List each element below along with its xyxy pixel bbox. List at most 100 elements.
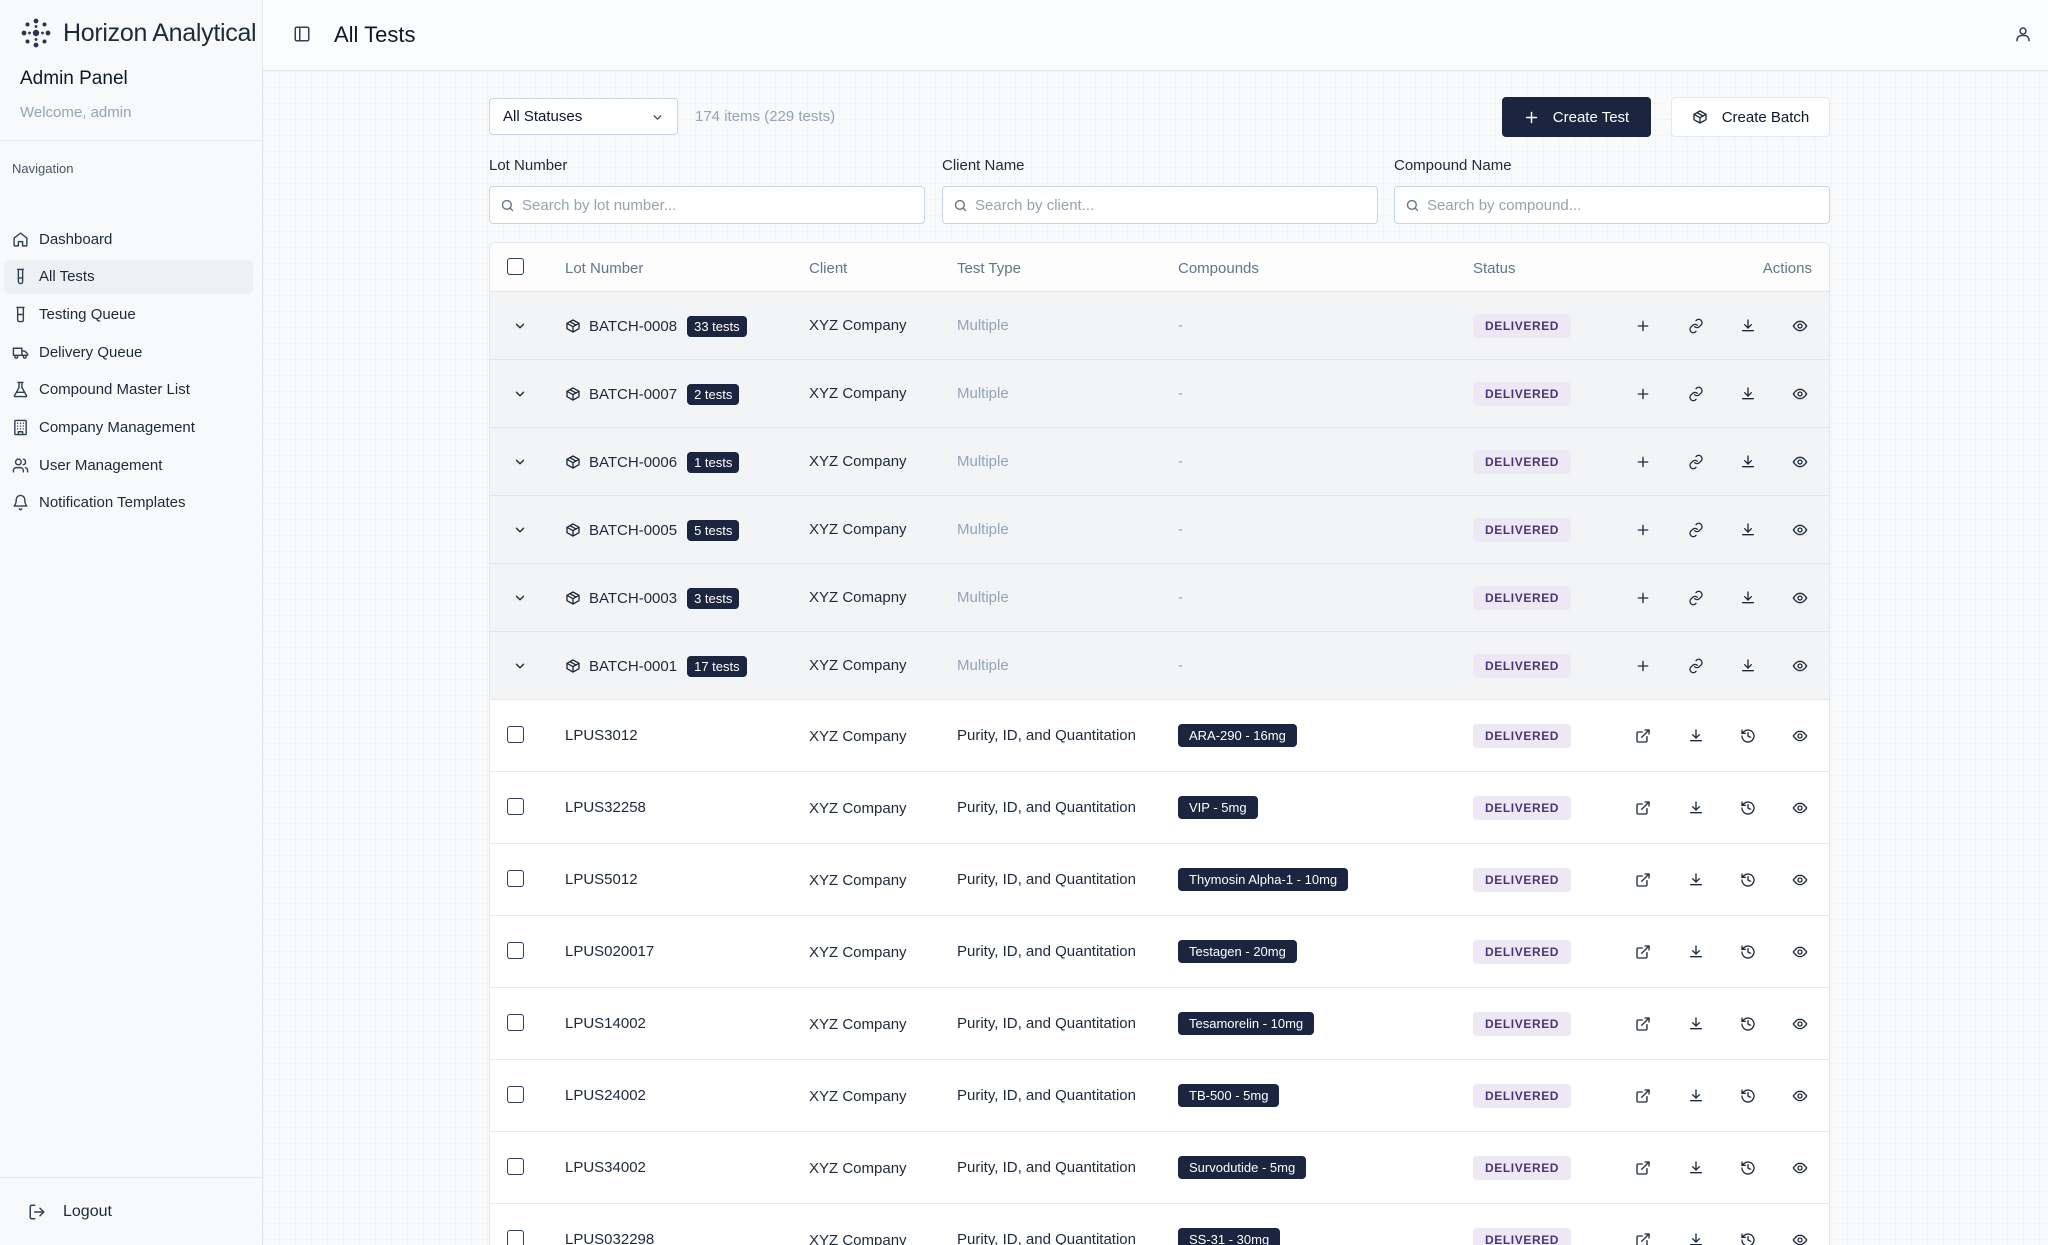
view-icon[interactable] — [1792, 944, 1808, 960]
row-checkbox[interactable] — [507, 798, 524, 815]
sidebar-item-dashboard[interactable]: Dashboard — [4, 222, 253, 256]
table-row[interactable]: LPUS24002 XYZ Company Purity, ID, and Qu… — [490, 1060, 1829, 1132]
open-external-icon[interactable] — [1635, 728, 1651, 744]
view-icon[interactable] — [1792, 872, 1808, 888]
view-icon[interactable] — [1792, 522, 1808, 538]
open-external-icon[interactable] — [1635, 1160, 1651, 1176]
column-header-status[interactable]: Status — [1473, 260, 1516, 277]
logout-button[interactable]: Logout — [28, 1203, 112, 1221]
batch-row[interactable]: BATCH-0007 2 tests XYZ Company Multiple … — [490, 360, 1829, 428]
batch-row[interactable]: BATCH-0003 3 tests XYZ Comapny Multiple … — [490, 564, 1829, 632]
client-search-field[interactable] — [942, 186, 1378, 224]
batch-row[interactable]: BATCH-0001 17 tests XYZ Company Multiple… — [490, 632, 1829, 700]
column-header-lot[interactable]: Lot Number — [565, 260, 644, 277]
chevron-down-icon[interactable] — [513, 387, 527, 401]
sidebar-item-compound-master-list[interactable]: Compound Master List — [4, 373, 253, 407]
column-header-test-type[interactable]: Test Type — [957, 260, 1021, 277]
table-row[interactable]: LPUS5012 XYZ Company Purity, ID, and Qua… — [490, 844, 1829, 916]
view-icon[interactable] — [1792, 658, 1808, 674]
lot-search-input[interactable] — [522, 196, 924, 214]
sidebar-item-delivery-queue[interactable]: Delivery Queue — [4, 335, 253, 369]
batch-row[interactable]: BATCH-0008 33 tests XYZ Company Multiple… — [490, 292, 1829, 360]
view-icon[interactable] — [1792, 454, 1808, 470]
link-icon[interactable] — [1688, 318, 1704, 334]
row-checkbox[interactable] — [507, 1086, 524, 1103]
download-icon[interactable] — [1688, 872, 1704, 888]
view-icon[interactable] — [1792, 1160, 1808, 1176]
chevron-down-icon[interactable] — [513, 455, 527, 469]
add-test-icon[interactable] — [1635, 522, 1651, 538]
lot-number-cell[interactable]: LPUS24002 — [565, 1087, 646, 1104]
status-filter-select[interactable]: All Statuses — [489, 98, 678, 135]
download-icon[interactable] — [1740, 522, 1756, 538]
download-icon[interactable] — [1740, 318, 1756, 334]
link-icon[interactable] — [1688, 590, 1704, 606]
lot-number-cell[interactable]: LPUS020017 — [565, 943, 655, 960]
view-icon[interactable] — [1792, 590, 1808, 606]
table-row[interactable]: LPUS14002 XYZ Company Purity, ID, and Qu… — [490, 988, 1829, 1060]
lot-number-cell[interactable]: LPUS032298 — [565, 1231, 655, 1245]
add-test-icon[interactable] — [1635, 658, 1651, 674]
link-icon[interactable] — [1688, 522, 1704, 538]
table-row[interactable]: LPUS020017 XYZ Company Purity, ID, and Q… — [490, 916, 1829, 988]
add-test-icon[interactable] — [1635, 318, 1651, 334]
lot-number-cell[interactable]: LPUS14002 — [565, 1015, 646, 1032]
sidebar-item-testing-queue[interactable]: Testing Queue — [4, 297, 253, 331]
sidebar-item-all-tests[interactable]: All Tests — [4, 259, 253, 294]
add-test-icon[interactable] — [1635, 454, 1651, 470]
lot-number-cell[interactable]: LPUS34002 — [565, 1159, 646, 1176]
download-icon[interactable] — [1688, 1160, 1704, 1176]
sidebar-toggle-icon[interactable] — [293, 25, 311, 43]
chevron-down-icon[interactable] — [513, 319, 527, 333]
view-icon[interactable] — [1792, 318, 1808, 334]
open-external-icon[interactable] — [1635, 1088, 1651, 1104]
link-icon[interactable] — [1688, 658, 1704, 674]
compound-search-field[interactable] — [1394, 186, 1830, 224]
chevron-down-icon[interactable] — [513, 659, 527, 673]
chevron-down-icon[interactable] — [513, 523, 527, 537]
sidebar-item-company-management[interactable]: Company Management — [4, 410, 253, 444]
download-icon[interactable] — [1688, 1088, 1704, 1104]
row-checkbox[interactable] — [507, 942, 524, 959]
history-icon[interactable] — [1740, 1232, 1756, 1245]
link-icon[interactable] — [1688, 454, 1704, 470]
download-icon[interactable] — [1740, 386, 1756, 402]
lot-number-cell[interactable]: LPUS32258 — [565, 799, 646, 816]
table-row[interactable]: LPUS3012 XYZ Company Purity, ID, and Qua… — [490, 700, 1829, 772]
column-header-client[interactable]: Client — [809, 260, 848, 277]
chevron-down-icon[interactable] — [513, 591, 527, 605]
user-icon[interactable] — [2014, 25, 2032, 43]
open-external-icon[interactable] — [1635, 872, 1651, 888]
lot-number-cell[interactable]: LPUS5012 — [565, 871, 638, 888]
download-icon[interactable] — [1688, 1232, 1704, 1245]
download-icon[interactable] — [1688, 728, 1704, 744]
open-external-icon[interactable] — [1635, 1016, 1651, 1032]
open-external-icon[interactable] — [1635, 1232, 1651, 1245]
brand[interactable]: Horizon Analytical — [18, 14, 257, 52]
view-icon[interactable] — [1792, 1016, 1808, 1032]
add-test-icon[interactable] — [1635, 386, 1651, 402]
download-icon[interactable] — [1740, 454, 1756, 470]
table-row[interactable]: LPUS34002 XYZ Company Purity, ID, and Qu… — [490, 1132, 1829, 1204]
history-icon[interactable] — [1740, 728, 1756, 744]
select-all-checkbox[interactable] — [507, 258, 524, 275]
view-icon[interactable] — [1792, 386, 1808, 402]
history-icon[interactable] — [1740, 872, 1756, 888]
lot-search-field[interactable] — [489, 186, 925, 224]
sidebar-item-notification-templates[interactable]: Notification Templates — [4, 486, 253, 520]
row-checkbox[interactable] — [507, 870, 524, 887]
download-icon[interactable] — [1688, 800, 1704, 816]
table-row[interactable]: LPUS032298 XYZ Company Purity, ID, and Q… — [490, 1204, 1829, 1245]
add-test-icon[interactable] — [1635, 590, 1651, 606]
view-icon[interactable] — [1792, 1232, 1808, 1245]
history-icon[interactable] — [1740, 1160, 1756, 1176]
download-icon[interactable] — [1740, 590, 1756, 606]
batch-row[interactable]: BATCH-0006 1 tests XYZ Company Multiple … — [490, 428, 1829, 496]
compound-search-input[interactable] — [1427, 196, 1829, 214]
row-checkbox[interactable] — [507, 726, 524, 743]
history-icon[interactable] — [1740, 944, 1756, 960]
view-icon[interactable] — [1792, 1088, 1808, 1104]
download-icon[interactable] — [1688, 944, 1704, 960]
table-row[interactable]: LPUS32258 XYZ Company Purity, ID, and Qu… — [490, 772, 1829, 844]
row-checkbox[interactable] — [507, 1158, 524, 1175]
